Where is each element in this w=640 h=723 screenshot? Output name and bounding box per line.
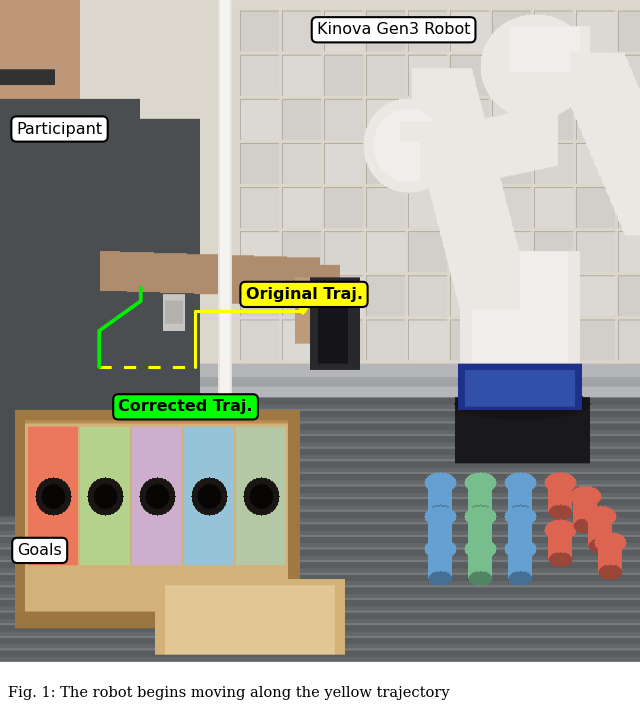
Text: Participant: Participant bbox=[17, 121, 102, 137]
Text: Kinova Gen3 Robot: Kinova Gen3 Robot bbox=[317, 22, 470, 38]
Text: Original Traj.: Original Traj. bbox=[246, 287, 362, 302]
Text: Corrected Traj.: Corrected Traj. bbox=[118, 399, 253, 414]
Text: Fig. 1: The robot begins moving along the yellow trajectory: Fig. 1: The robot begins moving along th… bbox=[8, 685, 449, 700]
Text: Goals: Goals bbox=[17, 543, 62, 558]
